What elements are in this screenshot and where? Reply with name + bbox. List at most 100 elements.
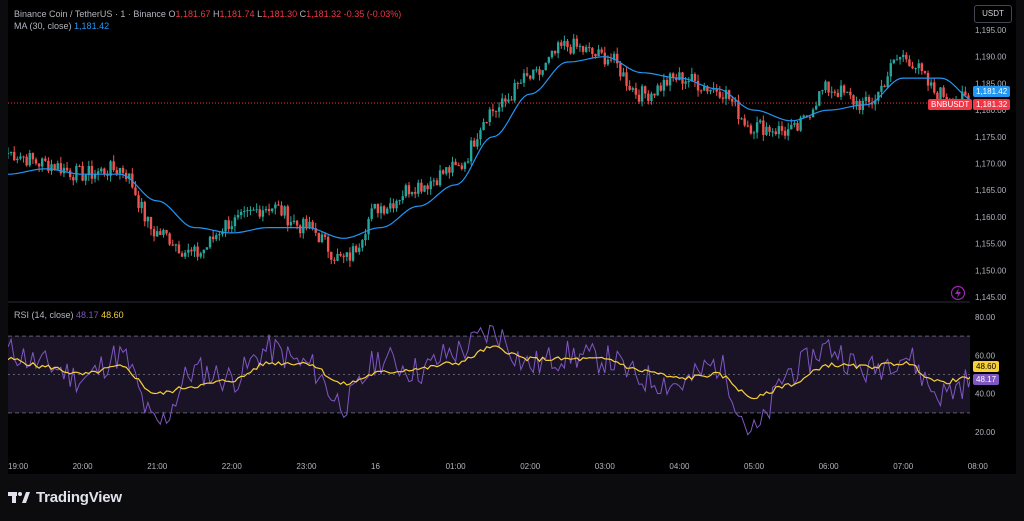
candle (659, 85, 662, 91)
candle (634, 88, 638, 95)
candle (190, 249, 193, 252)
candle (196, 246, 199, 257)
candle (417, 182, 420, 194)
candle (609, 59, 613, 61)
time-axis-canvas: 19:00 20:00 21:00 22:00 23:00 16 01:00 02:00 03:… (8, 462, 988, 471)
candle (9, 151, 13, 153)
time-tick-label: 02:00 (520, 462, 541, 471)
candle (811, 109, 815, 118)
candle (314, 228, 317, 233)
candle (205, 247, 209, 250)
ma-price-badge: 1,181.42 (973, 86, 1011, 97)
candle (25, 156, 28, 166)
candle (929, 82, 933, 86)
candle (780, 126, 784, 131)
candle (106, 174, 109, 176)
candle (305, 218, 308, 229)
candle (830, 91, 833, 93)
low-label: L (257, 9, 263, 19)
candle (392, 203, 395, 209)
symbol-title[interactable]: Binance Coin / TetherUS · 1 · Binance (14, 9, 166, 19)
candle (466, 161, 470, 163)
candle (687, 81, 690, 83)
candle (746, 125, 749, 127)
candle (438, 170, 442, 186)
candle (463, 162, 467, 169)
candle (920, 63, 924, 72)
candle (696, 80, 700, 91)
candle (454, 161, 457, 166)
candle (87, 166, 91, 176)
chart-canvas[interactable] (6, 0, 979, 458)
candle (96, 171, 100, 175)
candle (261, 210, 265, 217)
candle (376, 203, 380, 214)
candle (218, 234, 221, 236)
candle (839, 85, 843, 97)
candle (389, 203, 392, 209)
candle (180, 253, 184, 257)
candle (762, 120, 765, 135)
candle (547, 57, 551, 63)
candle (597, 49, 600, 57)
candle (849, 91, 852, 96)
candle (771, 131, 774, 133)
candle (202, 249, 206, 254)
ma-row[interactable]: MA (30, close) 1,181.42 (14, 20, 401, 32)
candle (407, 185, 411, 195)
candle (572, 38, 575, 54)
candle (255, 209, 258, 211)
candle (47, 160, 50, 171)
candle (836, 92, 840, 97)
candle (584, 47, 588, 52)
candle (877, 91, 880, 101)
candle (519, 82, 523, 84)
candle (675, 77, 678, 81)
candle (326, 236, 330, 252)
candle (616, 53, 619, 64)
candle (298, 225, 302, 234)
candle (423, 185, 426, 192)
candle (249, 210, 252, 212)
candle (50, 164, 53, 171)
alert-lightning-icon[interactable] (950, 285, 966, 301)
candle (886, 76, 889, 88)
high-value: 1,181.74 (219, 9, 255, 19)
tradingview-footer[interactable]: TradingView (8, 484, 122, 510)
candle (451, 161, 454, 173)
candle (529, 75, 532, 79)
candle (420, 182, 423, 192)
candle (628, 85, 631, 90)
candle (799, 117, 802, 131)
candle (460, 165, 464, 169)
candle (846, 91, 849, 93)
rsi-legend[interactable]: RSI (14, close) 48.17 48.60 (14, 310, 124, 320)
candle (942, 87, 945, 97)
candle (569, 47, 572, 54)
candle (905, 54, 908, 60)
candle (911, 66, 914, 69)
price-tick-label: 1,160.00 (975, 213, 1007, 222)
candle (128, 173, 131, 180)
candle (774, 131, 777, 135)
chart-pane[interactable] (6, 0, 979, 458)
candle (541, 70, 544, 75)
currency-button[interactable]: USDT (974, 5, 1012, 23)
candle (280, 205, 283, 216)
candle (783, 130, 787, 136)
candle (187, 249, 190, 253)
candle (535, 69, 538, 71)
candle (68, 170, 72, 178)
candle (662, 79, 666, 91)
candle (855, 100, 858, 105)
candle (737, 100, 740, 120)
candle (706, 86, 709, 92)
time-axis[interactable]: 19:00 20:00 21:00 22:00 23:00 16 01:00 02:00 03:… (8, 458, 1016, 474)
candle (100, 168, 103, 172)
candle (302, 218, 305, 234)
price-axis[interactable]: 1,195.00 1,190.00 1,185.00 1,180.00 1,175.00… (970, 0, 1016, 458)
candle (28, 153, 31, 166)
candle (644, 86, 647, 94)
candle (137, 195, 140, 209)
candle (575, 38, 579, 47)
